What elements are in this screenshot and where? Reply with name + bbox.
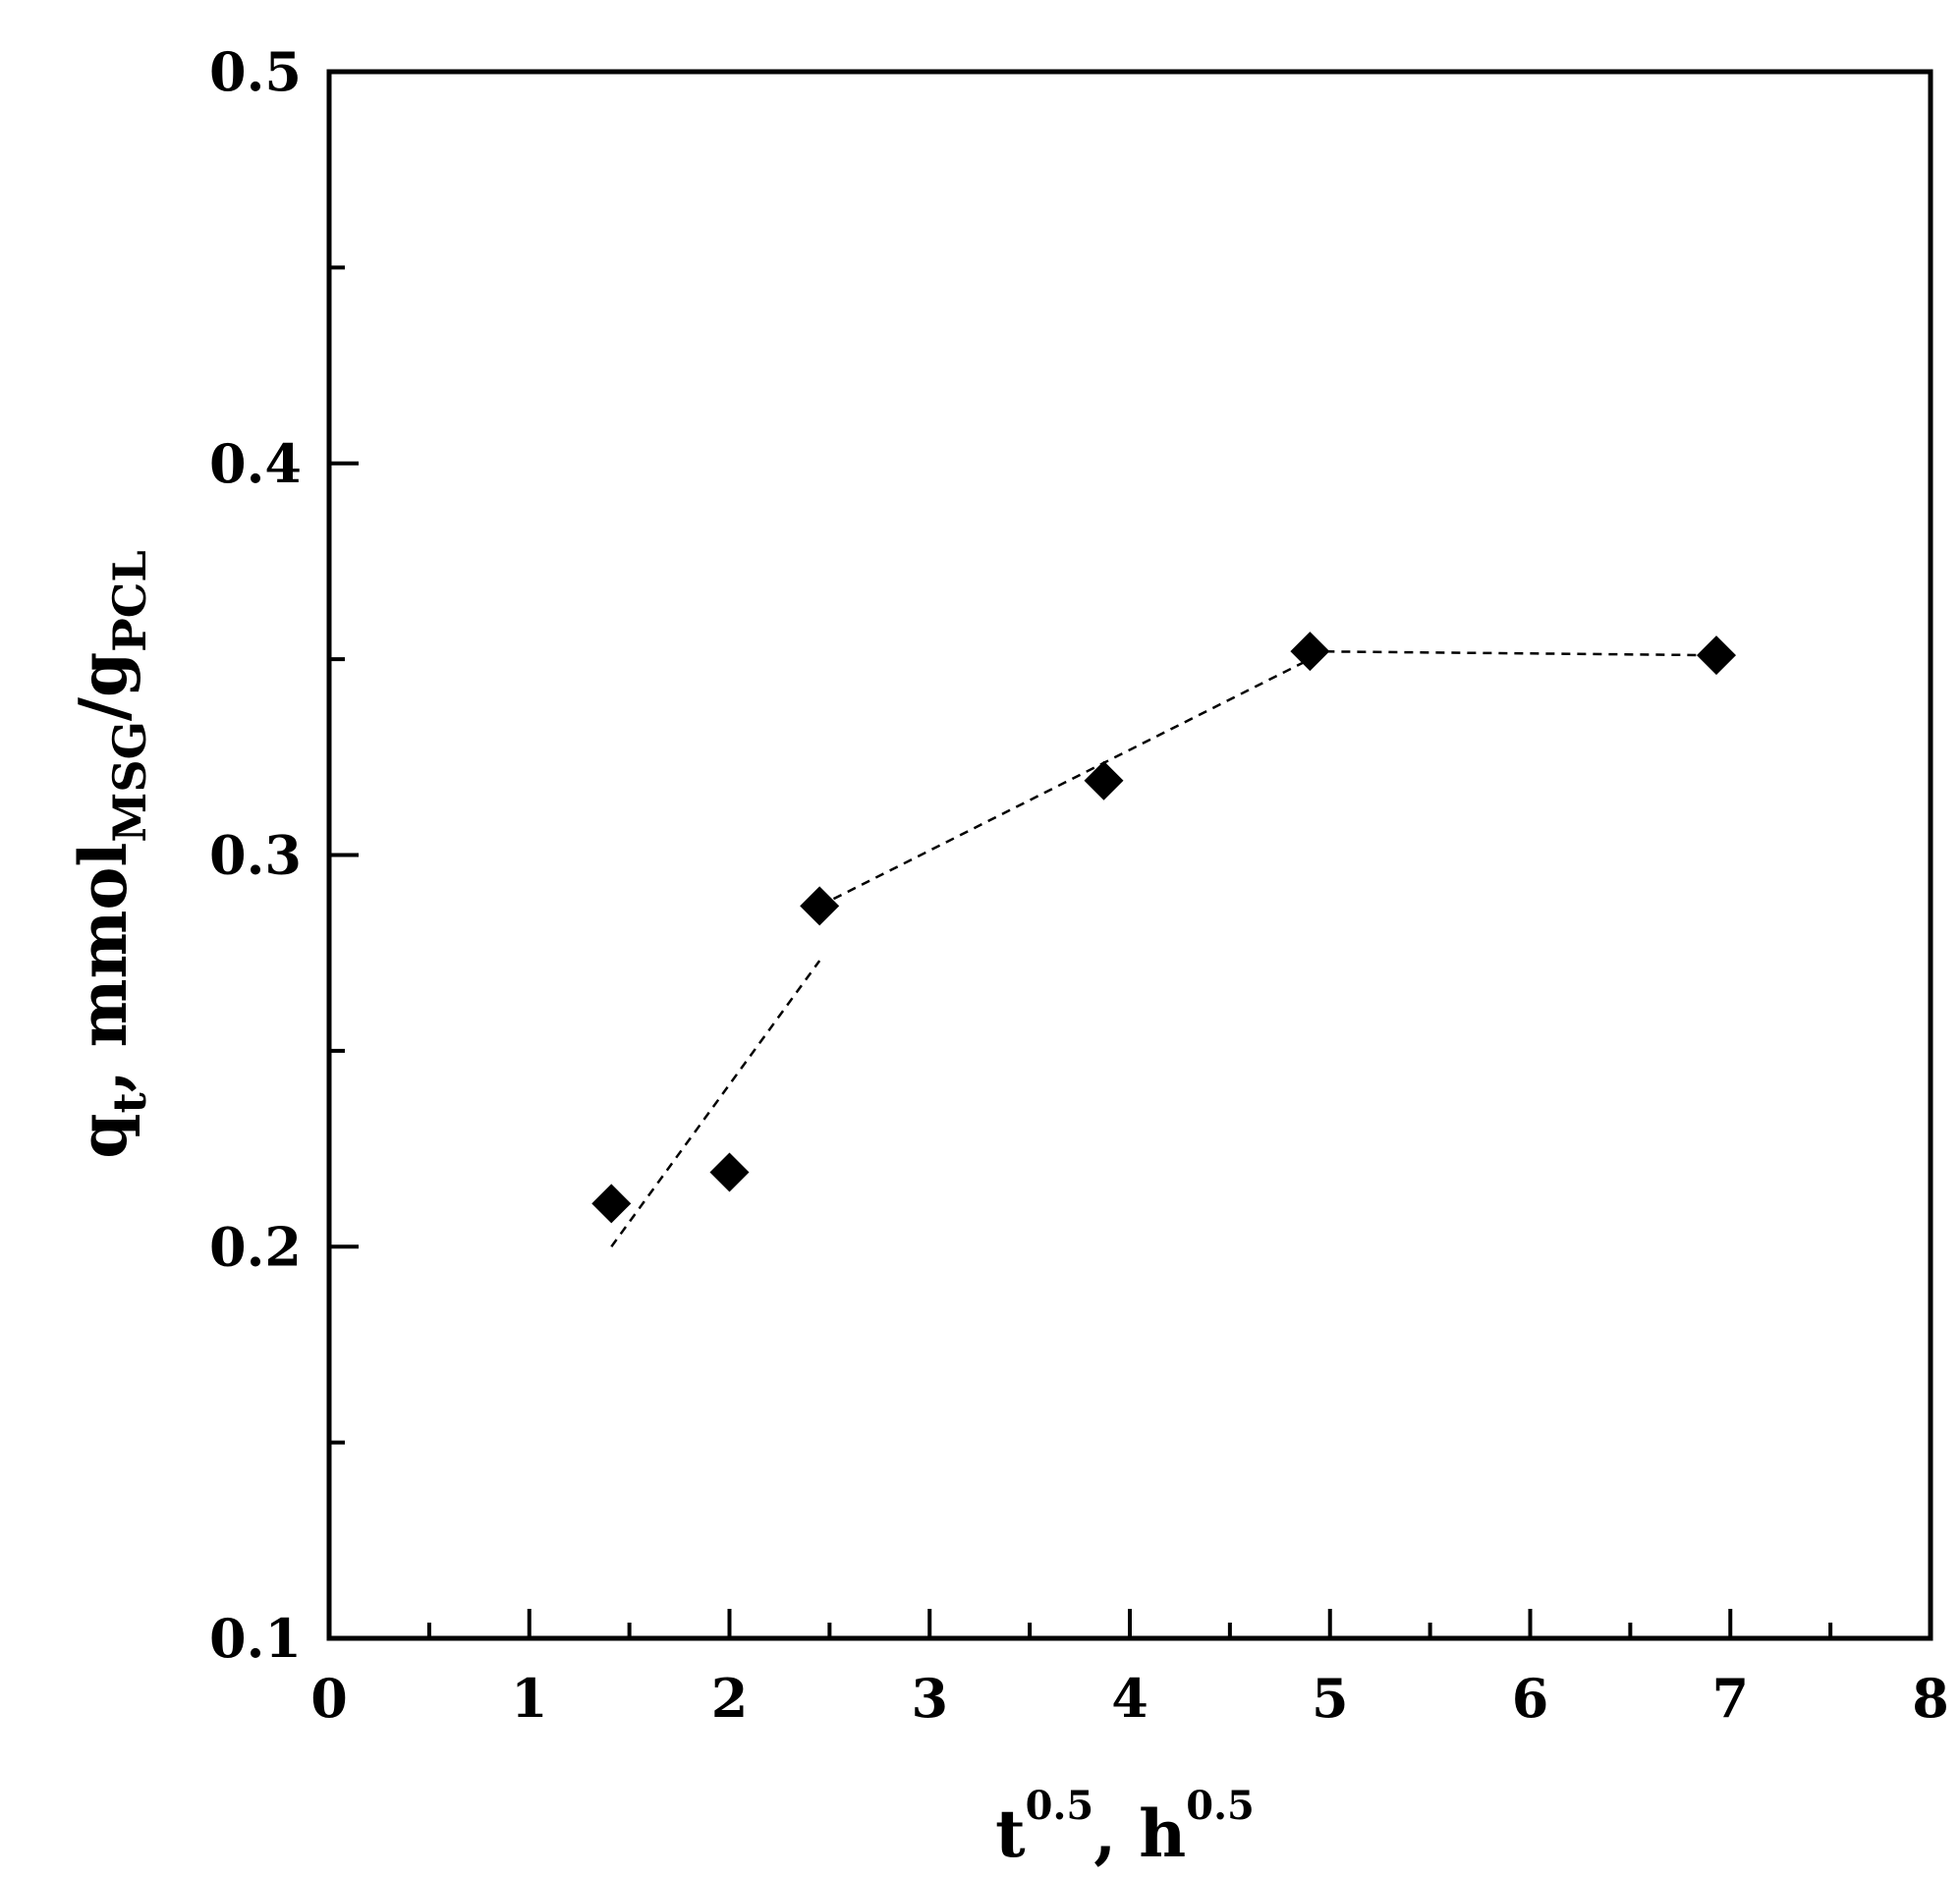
x-tick-label: 1: [511, 1667, 548, 1730]
data-point-diamond: [1290, 632, 1330, 672]
x-axis-title-unit: h: [1139, 1795, 1186, 1872]
data-point-diamond: [1696, 635, 1736, 676]
fit-line: [818, 658, 1311, 908]
fit-lines: [610, 649, 1716, 1247]
x-tick-label: 2: [711, 1667, 749, 1730]
x-tick-label: 6: [1512, 1667, 1549, 1730]
fit-line: [610, 960, 821, 1247]
x-axis-title: t0.5, h0.5: [995, 1783, 1255, 1872]
data-point-diamond: [591, 1184, 632, 1224]
y-axis-title-slash: /g: [65, 652, 141, 721]
plot-frame: [326, 69, 1933, 1641]
y-tick-label: 0.3: [209, 824, 302, 887]
y-tick-label: 0.4: [209, 432, 302, 495]
y-axis-title: qt, mmolMSG/gPCL: [65, 550, 156, 1158]
y-axis-title-text: , mmol: [65, 843, 141, 1093]
x-tick-label: 7: [1711, 1667, 1749, 1730]
x-tick-label: 4: [1111, 1667, 1148, 1730]
y-axis-title-sub1: MSG: [103, 721, 156, 842]
y-axis-title-base-sub: t: [103, 1092, 156, 1114]
x-tick-label: 8: [1912, 1667, 1949, 1730]
y-tick-labels: 0.1 0.2 0.3 0.4 0.5: [209, 40, 302, 1670]
x-axis-title-sep: ,: [1093, 1795, 1139, 1872]
x-axis-title-base: t: [995, 1795, 1026, 1872]
y-tick-label: 0.5: [209, 40, 302, 103]
x-tick-label: 5: [1312, 1667, 1349, 1730]
y-tick-label: 0.2: [209, 1215, 302, 1278]
y-tick-label: 0.1: [209, 1607, 302, 1670]
x-tick-label: 0: [310, 1667, 348, 1730]
data-point-diamond: [800, 886, 840, 926]
data-points: [591, 632, 1736, 1224]
x-axis-title-exp: 0.5: [1026, 1783, 1094, 1829]
y-axis-title-sub2: PCL: [103, 550, 156, 652]
data-point-diamond: [709, 1152, 750, 1192]
fit-line: [1310, 649, 1716, 657]
x-axis-title-unit-exp: 0.5: [1186, 1783, 1255, 1829]
x-tick-label: 3: [911, 1667, 948, 1730]
x-tick-labels: 0 1 2 3 4 5 6 7 8: [310, 1667, 1949, 1730]
y-axis-title-base: q: [65, 1114, 141, 1159]
data-point-diamond: [1084, 760, 1124, 800]
axis-ticks: [329, 265, 1833, 1638]
